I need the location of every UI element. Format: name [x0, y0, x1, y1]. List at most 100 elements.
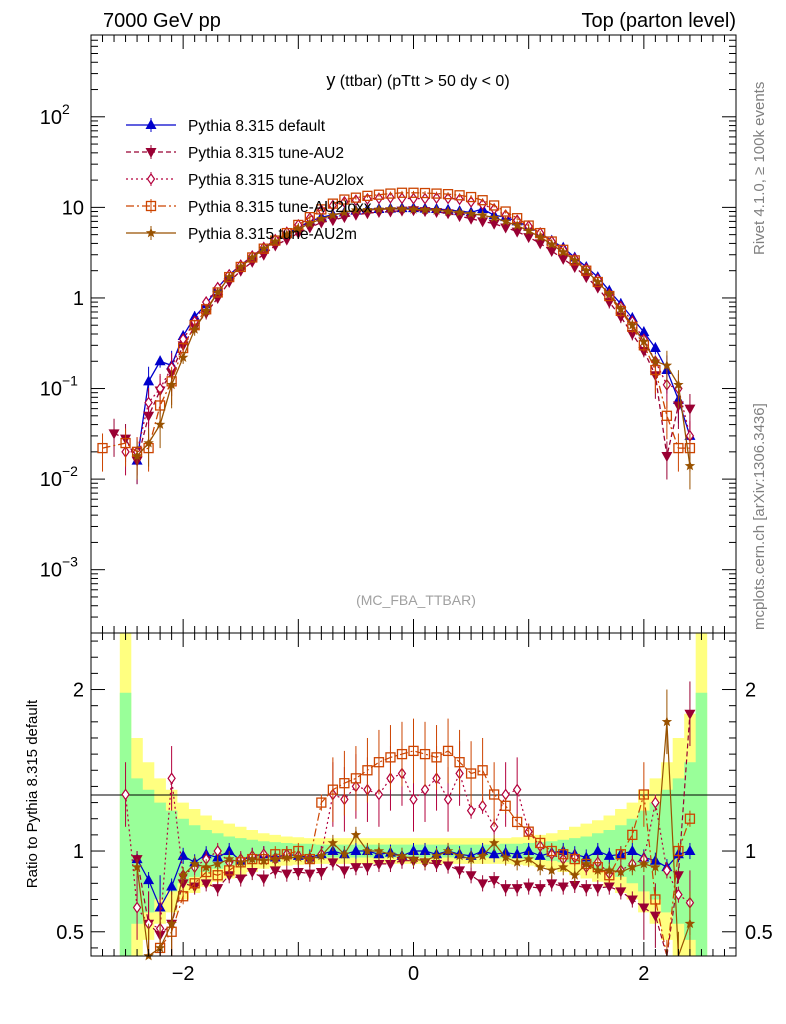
legend-marker-default: [145, 119, 157, 129]
ratio-point: [396, 748, 408, 760]
ratio-point: [385, 848, 396, 859]
data-point: [131, 450, 143, 461]
ratio-point: [304, 869, 316, 880]
data-point: [684, 460, 696, 471]
ratio-point: [580, 884, 592, 895]
series-default: [131, 202, 696, 485]
ratio-point: [373, 845, 385, 856]
data-point: [177, 352, 189, 362]
ratio-point: [258, 855, 269, 866]
main-y-tick-exp: −1: [62, 373, 78, 389]
ratio-point: [546, 845, 557, 857]
data-point: [523, 225, 534, 236]
data-point: [350, 192, 362, 203]
data-point: [627, 319, 638, 330]
ratio-panel: 0.5 0.5 1 1 2 2 −2 0 2 Ratio to Pythia 8.315 def…: [24, 632, 773, 985]
ratio-point: [557, 882, 569, 893]
legend-marker-AU2m: [145, 227, 157, 238]
data-point: [154, 419, 166, 429]
ratio-point: [131, 861, 143, 872]
watermark-label: (MC_FBA_TTBAR): [356, 592, 476, 608]
ratio-point: [534, 849, 546, 860]
data-point: [373, 207, 385, 218]
ratio-point: [235, 874, 247, 885]
ratio-point: [270, 853, 281, 864]
ratio-y-axis-label: Ratio to Pythia 8.315 default: [24, 699, 41, 888]
ratio-point: [373, 859, 385, 870]
main-y-tick-label: 10: [62, 197, 84, 219]
ratio-point: [409, 793, 418, 806]
ratio-point: [327, 784, 339, 795]
main-y-tick-label: 10: [40, 107, 62, 129]
legend-label-AU2: Pythia 8.315 tune-AU2: [188, 145, 344, 162]
ratio-point: [500, 800, 511, 811]
data-point: [454, 212, 466, 223]
data-point: [339, 206, 350, 217]
plot-title-rest: (pTtt > 50 dy < 0): [387, 73, 510, 90]
ratio-point: [581, 858, 592, 869]
data-point: [374, 192, 384, 205]
data-point: [477, 195, 488, 206]
ratio-point: [431, 859, 443, 870]
ratio-point: [558, 849, 569, 860]
data-point: [638, 336, 650, 346]
data-point: [454, 206, 465, 217]
ratio-point: [292, 868, 304, 879]
ratio-point: [362, 765, 373, 776]
ratio-point: [627, 861, 638, 872]
data-point: [442, 206, 454, 216]
data-point: [661, 359, 673, 370]
ratio-point: [673, 845, 684, 857]
ratio-point: [247, 853, 258, 864]
data-point: [477, 217, 489, 228]
ratio-point: [442, 861, 454, 872]
ratio-point: [488, 876, 500, 887]
data-point: [442, 188, 454, 200]
ratio-point: [327, 858, 339, 869]
ratio-point: [373, 757, 385, 768]
ratio-point: [615, 866, 627, 877]
ratio-point: [281, 852, 292, 862]
ratio-point: [315, 868, 327, 879]
ratio-point: [650, 894, 661, 905]
ratio-point: [269, 866, 281, 877]
data-point: [592, 276, 603, 287]
ratio-point: [339, 778, 350, 789]
data-point: [477, 209, 488, 220]
ratio-point: [177, 869, 189, 880]
ratio-point: [419, 845, 431, 856]
data-point: [535, 231, 546, 242]
plot-title-paren: (ttbar): [340, 73, 383, 90]
ratio-point: [535, 861, 546, 872]
data-point: [200, 305, 212, 316]
ratio-point: [478, 799, 487, 812]
ratio-point: [465, 871, 477, 882]
data-point: [523, 233, 535, 244]
ratio-point: [512, 816, 523, 828]
data-point: [534, 239, 546, 250]
data-point: [684, 404, 696, 415]
data-point: [615, 303, 627, 314]
ratio-point: [674, 888, 683, 901]
data-point: [327, 216, 339, 227]
data-point: [419, 187, 431, 199]
data-point: [270, 236, 281, 246]
x-tick-label: 0: [408, 963, 419, 985]
data-point: [304, 223, 316, 234]
ratio-point: [132, 901, 142, 914]
ratio-point: [638, 903, 650, 914]
ratio-point: [350, 773, 362, 784]
main-y-tick-base: 10: [62, 197, 84, 219]
legend-label-AU2loxx: Pythia 8.315 tune-AU2loxx: [188, 199, 372, 216]
ratio-point: [361, 863, 373, 874]
data-point: [373, 203, 385, 214]
data-point: [569, 254, 580, 265]
ratio-point: [569, 853, 580, 865]
data-point: [224, 271, 235, 282]
main-y-tick-base: 10: [40, 469, 62, 491]
data-point: [258, 243, 269, 254]
ratio-point: [488, 837, 500, 848]
data-point: [649, 342, 661, 353]
ratio-point: [419, 855, 431, 866]
ratio-point: [408, 853, 419, 864]
